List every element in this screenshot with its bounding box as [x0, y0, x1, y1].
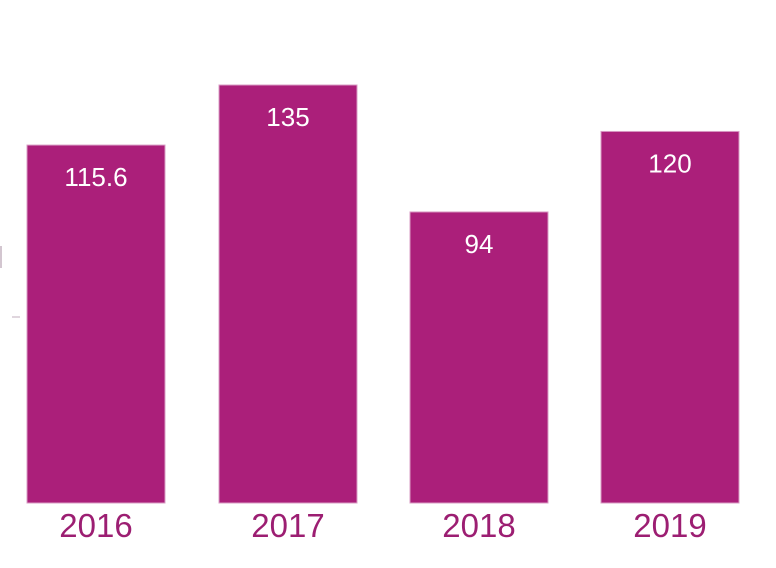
bar-2016: [26, 144, 166, 504]
x-tick-label-2018: 2018: [442, 507, 515, 544]
value-label-2019: 120: [648, 148, 691, 178]
axis-stubs: [0, 246, 20, 318]
y-axis-stub-lower: [12, 316, 20, 318]
value-label-2016: 115.6: [64, 162, 127, 192]
bar-2018: [409, 211, 549, 504]
y-axis-stub-upper: [0, 246, 2, 268]
value-label-2018: 94: [465, 229, 494, 259]
x-tick-label-2017: 2017: [251, 507, 324, 544]
value-labels-group: 115.6 135 94 120: [64, 102, 691, 259]
value-label-2017: 135: [266, 102, 309, 132]
bars-group: [26, 84, 740, 504]
bar-2019: [600, 130, 740, 504]
x-tick-label-2016: 2016: [59, 507, 132, 544]
x-tick-label-2019: 2019: [633, 507, 706, 544]
x-tick-labels-group: 2016 2017 2018 2019: [59, 507, 706, 544]
bar-2017: [218, 84, 358, 504]
